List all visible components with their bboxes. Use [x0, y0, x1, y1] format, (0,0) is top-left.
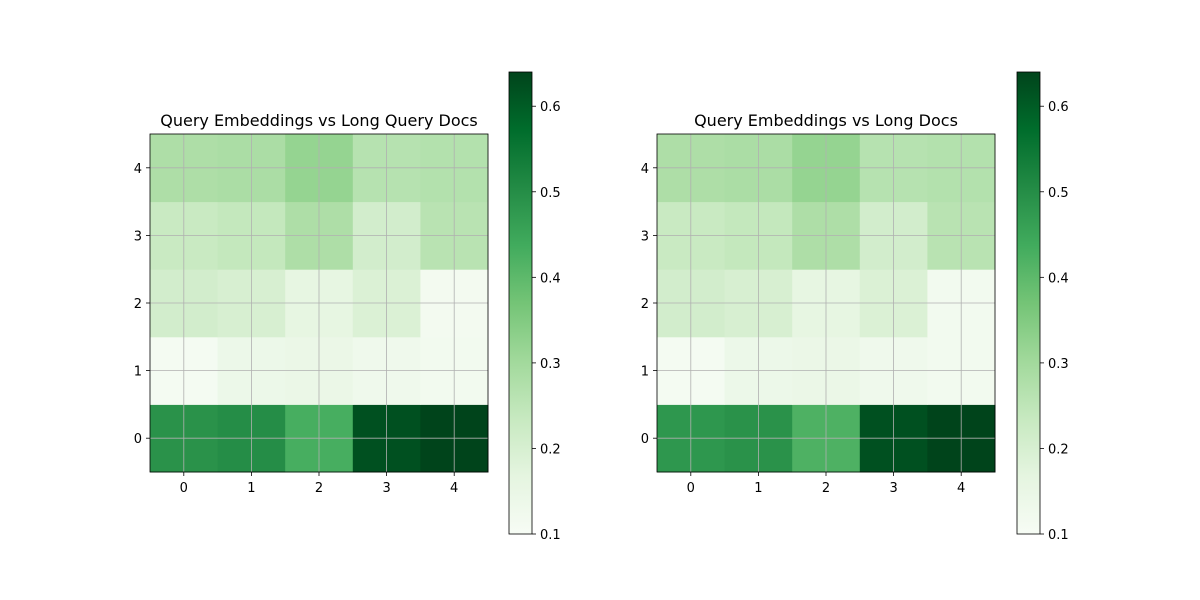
colorbar-tick-label: 0.1	[540, 528, 561, 543]
colorbar-tick-label: 0.2	[540, 442, 561, 457]
heatmap-panel-query-vs-long-docs: Query Embeddings vs Long Docs 0 1 2 3 4 0 1 2 3…	[641, 71, 1069, 543]
heatmap-panel-query-vs-long-query-docs: Query Embeddings vs Long Query Docs 0 1 2 3…	[134, 71, 561, 543]
x-tick-label: 0	[687, 481, 695, 496]
y-tick-label: 3	[134, 229, 142, 244]
x-tick-label: 1	[247, 481, 255, 496]
x-tick-label: 3	[382, 481, 390, 496]
colorbar-frame	[508, 71, 533, 535]
y-axis-ticks: 0 1 2 3 4	[641, 162, 657, 447]
x-axis-ticks: 0 1 2 3 4	[687, 472, 965, 496]
y-tick-label: 1	[134, 365, 142, 380]
y-tick-label: 2	[641, 297, 649, 312]
colorbar-tick-label: 0.4	[1048, 271, 1069, 286]
colorbar-tick-label: 0.6	[1048, 100, 1069, 115]
y-tick-label: 0	[134, 432, 142, 447]
colorbar-ticks: 0.1 0.2 0.3 0.4 0.5 0.6	[1040, 100, 1069, 543]
y-tick-label: 2	[134, 297, 142, 312]
colorbar-frame	[1016, 71, 1041, 535]
y-axis-ticks: 0 1 2 3 4	[134, 162, 150, 447]
y-tick-label: 4	[134, 162, 142, 177]
x-tick-label: 3	[889, 481, 897, 496]
colorbar: 0.1 0.2 0.3 0.4 0.5 0.6	[508, 71, 561, 543]
colorbar-gradient	[509, 72, 532, 534]
x-axis-ticks: 0 1 2 3 4	[180, 472, 458, 496]
colorbar-tick-label: 0.4	[540, 271, 561, 286]
y-tick-label: 3	[641, 229, 649, 244]
chart-title: Query Embeddings vs Long Docs	[694, 111, 958, 130]
x-tick-label: 2	[315, 481, 323, 496]
x-tick-label: 2	[822, 481, 830, 496]
y-tick-label: 0	[641, 432, 649, 447]
colorbar-tick-label: 0.2	[1048, 442, 1069, 457]
x-tick-label: 0	[180, 481, 188, 496]
x-tick-label: 4	[957, 481, 965, 496]
grid-lines	[657, 134, 995, 472]
colorbar-tick-label: 0.5	[540, 186, 561, 201]
x-tick-label: 4	[450, 481, 458, 496]
colorbar-tick-label: 0.3	[1048, 357, 1069, 372]
grid-lines	[150, 134, 488, 472]
chart-title: Query Embeddings vs Long Query Docs	[160, 111, 478, 130]
colorbar-gradient	[1017, 72, 1040, 534]
x-tick-label: 1	[754, 481, 762, 496]
y-tick-label: 4	[641, 162, 649, 177]
colorbar: 0.1 0.2 0.3 0.4 0.5 0.6	[1016, 71, 1069, 543]
colorbar-tick-label: 0.5	[1048, 186, 1069, 201]
colorbar-tick-label: 0.6	[540, 100, 561, 115]
colorbar-ticks: 0.1 0.2 0.3 0.4 0.5 0.6	[532, 100, 561, 543]
y-tick-label: 1	[641, 365, 649, 380]
colorbar-tick-label: 0.1	[1048, 528, 1069, 543]
colorbar-tick-label: 0.3	[540, 357, 561, 372]
